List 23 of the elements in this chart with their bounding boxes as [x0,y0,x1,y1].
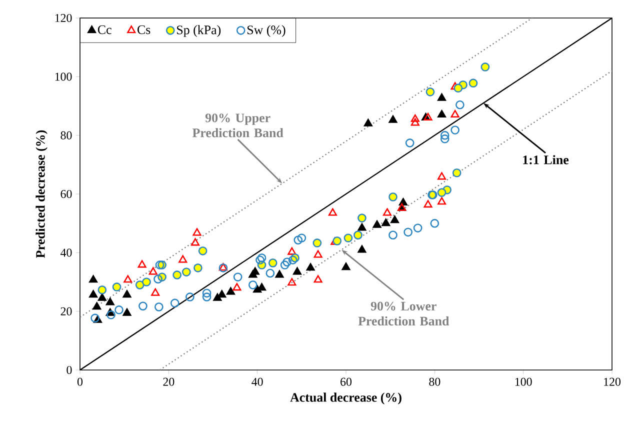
x-tick-label: 80 [429,378,440,386]
legend-label: Sw (%) [247,25,286,37]
y-tick-label: 60 [60,190,72,198]
x-tick-label: 40 [252,378,263,386]
y-tick-label: 40 [60,248,72,257]
x-axis-title: Actual decrease (%) [290,392,402,404]
legend-label: Cc [98,25,112,34]
legend-label: Cs [138,25,150,34]
y-tick-label: 120 [55,14,72,22]
legend-label: Sp (kPa) [177,25,221,37]
y-tick-label: 80 [60,131,72,140]
annotation: 1:1 Line [523,155,569,164]
y-tick-label: 0 [66,366,72,374]
y-tick-label: 20 [60,307,72,316]
x-tick-label: 60 [340,378,352,386]
x-tick-label: 100 [515,378,532,386]
annotation: 90% Lower Prediction Band [358,302,450,326]
x-tick-label: 20 [163,378,174,386]
x-tick-label: 0 [77,378,83,386]
y-axis-title: Predicted decrease (%) [36,130,48,258]
annotation: 90% Upper Prediction Band [192,114,284,138]
y-tick-label: 100 [55,72,72,81]
x-tick-label: 120 [604,378,621,386]
